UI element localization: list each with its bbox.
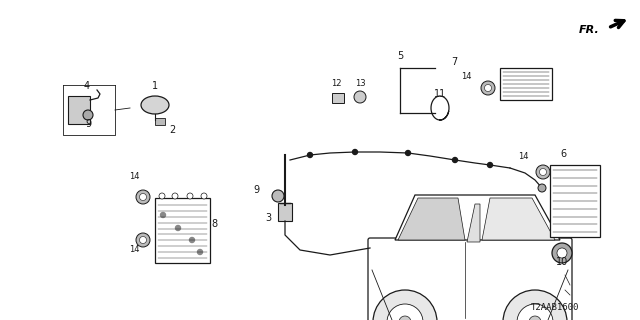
Circle shape: [140, 236, 147, 244]
Circle shape: [488, 163, 493, 167]
Circle shape: [452, 157, 458, 163]
Text: T2AAB1600: T2AAB1600: [531, 303, 579, 313]
Text: 4: 4: [83, 81, 90, 92]
Circle shape: [353, 149, 358, 155]
Circle shape: [373, 290, 437, 320]
Circle shape: [484, 84, 492, 92]
Polygon shape: [398, 198, 465, 240]
Bar: [155, 198, 210, 263]
Text: 10: 10: [556, 257, 568, 268]
Circle shape: [159, 193, 165, 199]
Circle shape: [175, 226, 180, 230]
Circle shape: [540, 169, 547, 175]
Text: 9: 9: [253, 185, 259, 196]
Circle shape: [399, 316, 411, 320]
Circle shape: [406, 150, 410, 156]
Circle shape: [307, 153, 312, 157]
Circle shape: [187, 193, 193, 199]
Circle shape: [557, 248, 567, 258]
Circle shape: [161, 212, 166, 218]
Circle shape: [136, 233, 150, 247]
Text: 8: 8: [211, 219, 218, 229]
Text: 14: 14: [461, 72, 471, 81]
Text: 11: 11: [434, 89, 447, 100]
Text: FR.: FR.: [579, 25, 600, 35]
Circle shape: [172, 193, 178, 199]
Circle shape: [201, 193, 207, 199]
Bar: [500, 68, 552, 100]
Circle shape: [354, 91, 366, 103]
Circle shape: [481, 81, 495, 95]
Text: 12: 12: [332, 79, 342, 88]
FancyBboxPatch shape: [368, 238, 572, 320]
Circle shape: [189, 237, 195, 243]
Text: 7: 7: [451, 57, 458, 68]
Circle shape: [552, 243, 572, 263]
Circle shape: [387, 304, 423, 320]
Circle shape: [536, 165, 550, 179]
Text: 14: 14: [129, 172, 140, 180]
Polygon shape: [395, 195, 560, 240]
Polygon shape: [467, 204, 480, 242]
Circle shape: [517, 304, 553, 320]
Circle shape: [140, 194, 147, 201]
Circle shape: [503, 290, 567, 320]
Bar: [278, 203, 292, 221]
Text: 5: 5: [397, 51, 403, 61]
Ellipse shape: [141, 96, 169, 114]
Text: 6: 6: [560, 148, 566, 159]
Text: 14: 14: [518, 152, 528, 161]
Text: 3: 3: [266, 212, 272, 223]
Circle shape: [198, 250, 202, 254]
Circle shape: [538, 184, 546, 192]
Text: 2: 2: [170, 124, 176, 135]
Polygon shape: [482, 198, 555, 240]
Text: 13: 13: [355, 79, 365, 88]
Bar: [155, 118, 165, 125]
Bar: [550, 165, 600, 237]
Text: 9: 9: [85, 119, 92, 129]
Circle shape: [83, 110, 93, 120]
Text: 1: 1: [152, 81, 158, 92]
Text: 14: 14: [129, 245, 140, 254]
Bar: [332, 93, 344, 103]
Circle shape: [272, 190, 284, 202]
Bar: [68, 96, 90, 124]
Circle shape: [529, 316, 541, 320]
Circle shape: [136, 190, 150, 204]
